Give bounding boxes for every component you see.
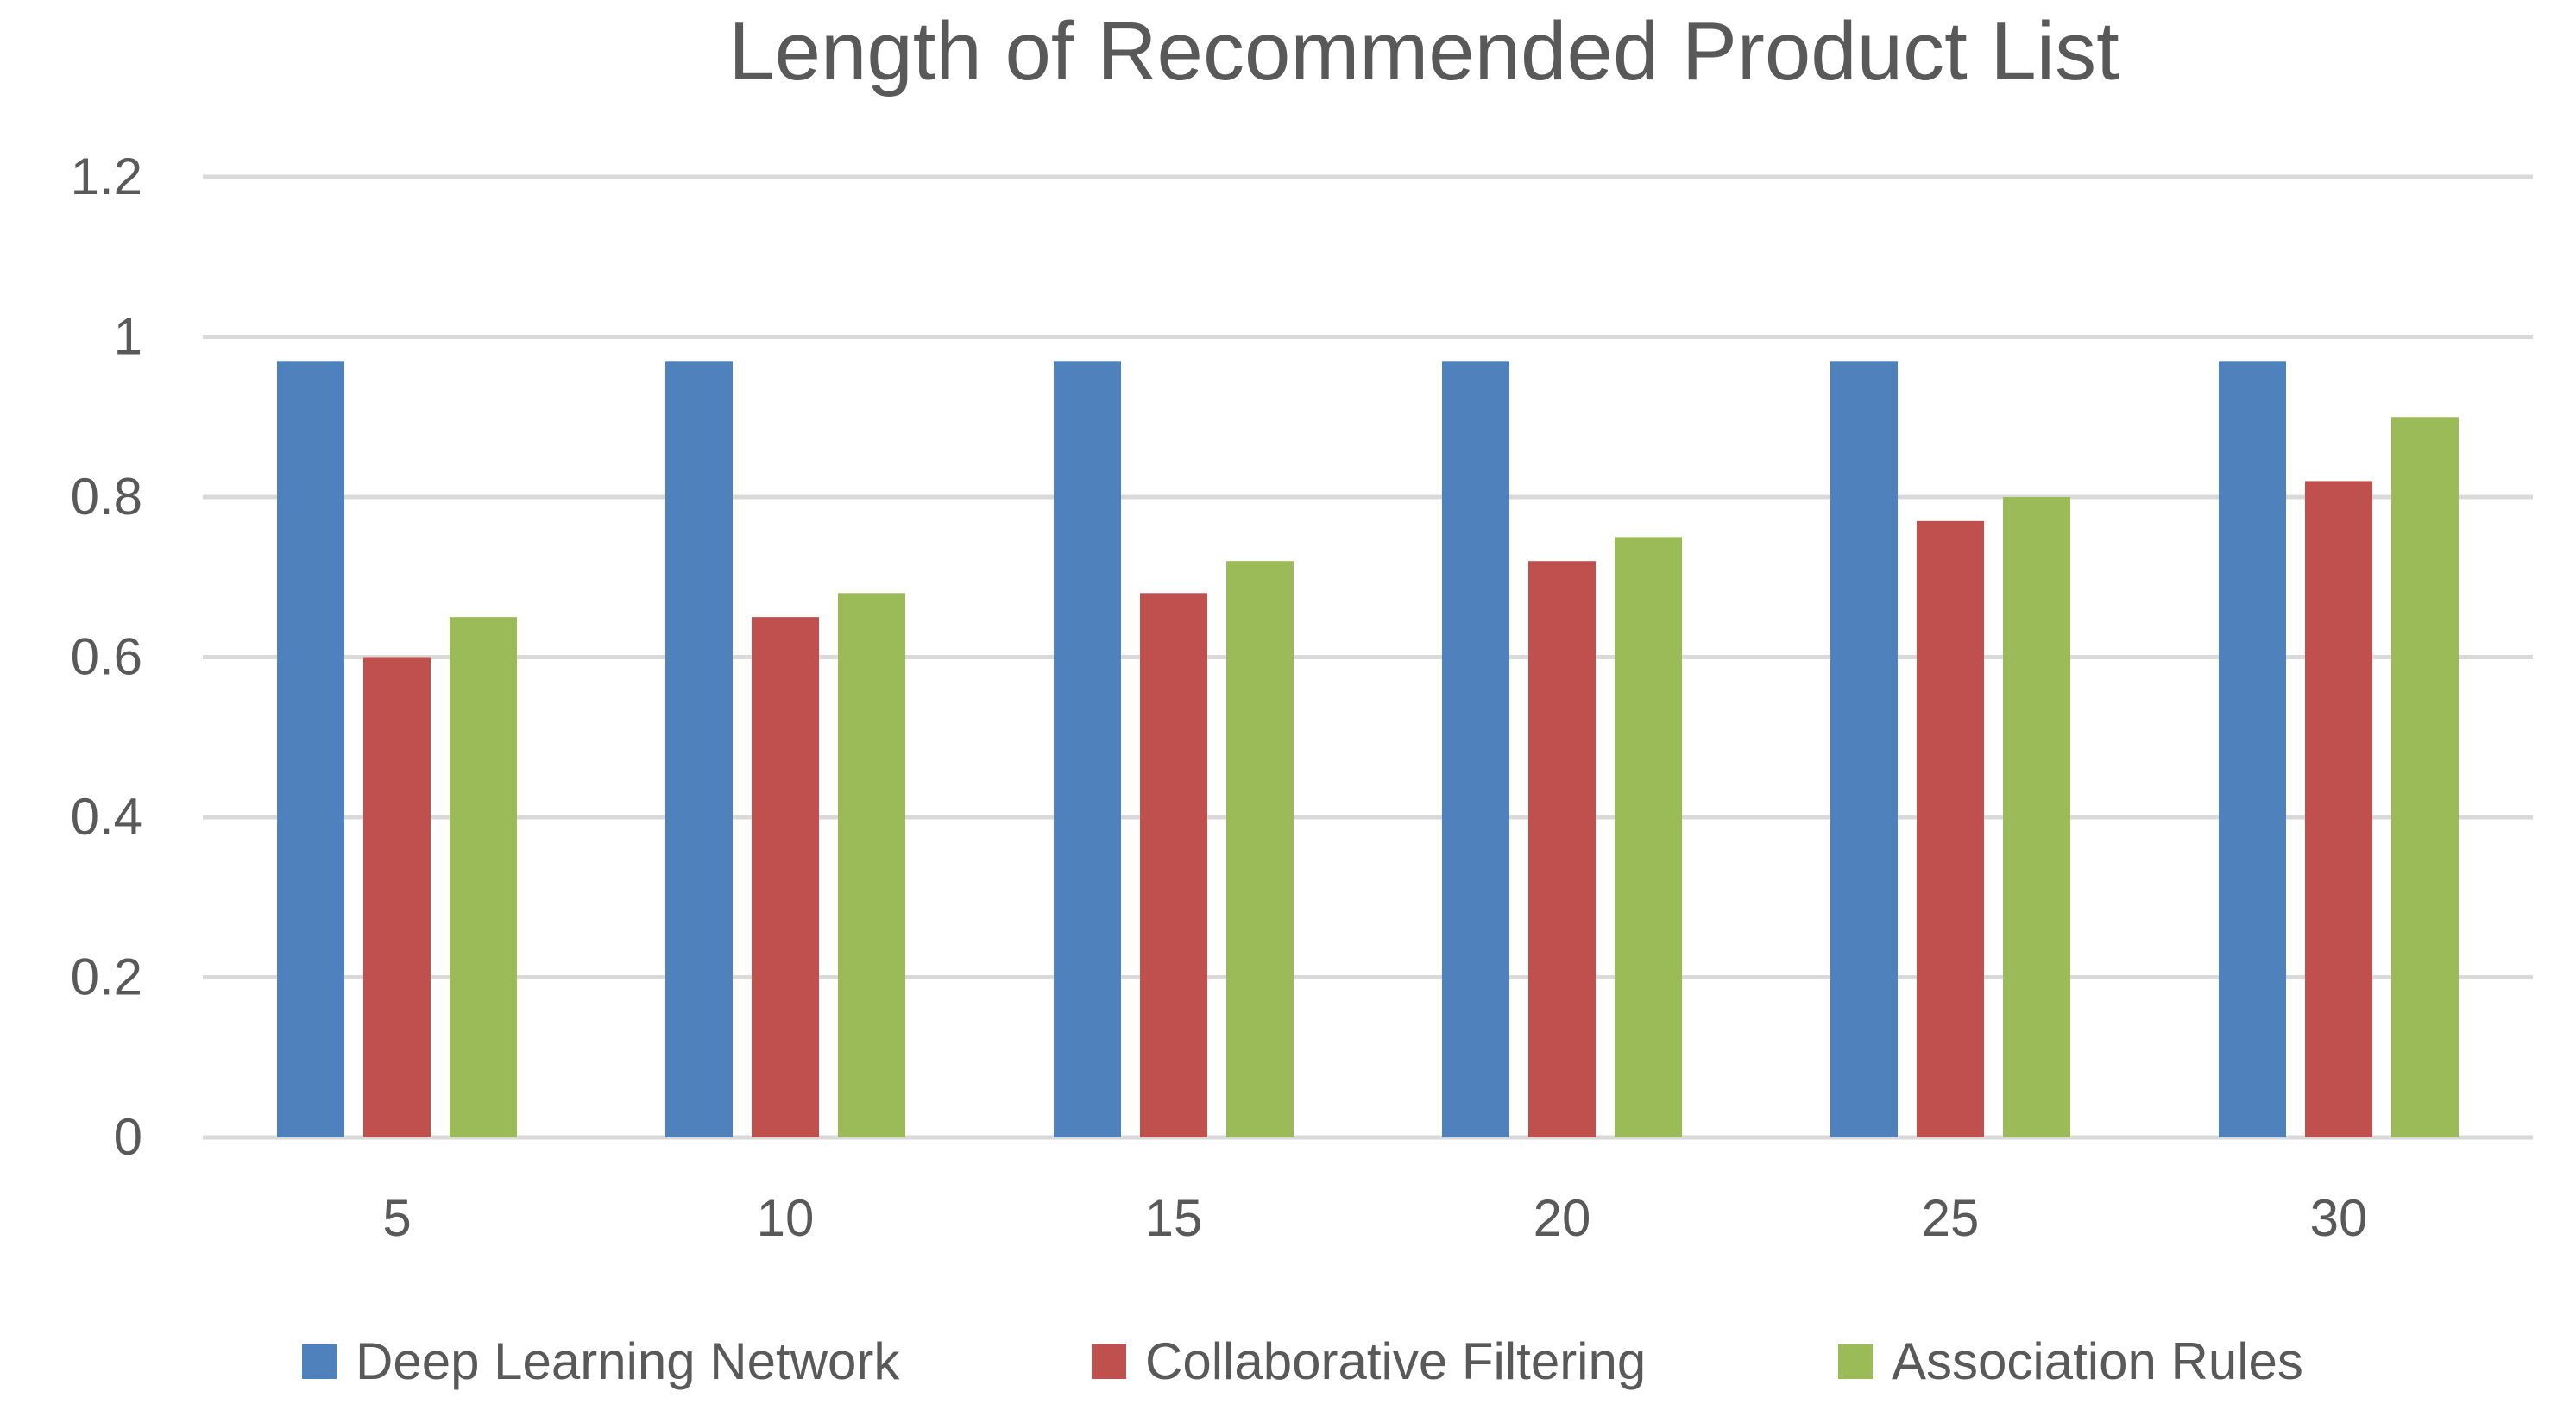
bar-collaborative-filtering-15 — [1140, 593, 1207, 1137]
bar-association-rules-15 — [1226, 561, 1294, 1137]
legend: Deep Learning Network Collaborative Filte… — [302, 1332, 2303, 1390]
bar-association-rules-10 — [838, 593, 905, 1137]
bars — [277, 361, 2459, 1137]
bar-association-rules-30 — [2391, 417, 2459, 1137]
bar-collaborative-filtering-10 — [752, 617, 819, 1137]
legend-swatch — [1838, 1344, 1873, 1379]
y-tick-label: 1 — [114, 308, 142, 366]
bar-association-rules-25 — [2003, 497, 2070, 1137]
y-tick-label: 1.2 — [71, 148, 142, 205]
x-tick-label: 15 — [1145, 1189, 1203, 1247]
bar-deep-learning-network-20 — [1442, 361, 1509, 1137]
bar-deep-learning-network-15 — [1054, 361, 1121, 1137]
y-tick-label: 0.2 — [71, 948, 142, 1006]
legend-swatch — [1092, 1344, 1126, 1379]
bar-collaborative-filtering-20 — [1528, 561, 1596, 1137]
gridlines — [203, 174, 2533, 1140]
bar-deep-learning-network-5 — [277, 361, 344, 1137]
bar-association-rules-20 — [1615, 537, 1682, 1137]
bar-deep-learning-network-25 — [1830, 361, 1898, 1137]
x-tick-label: 5 — [382, 1189, 411, 1247]
bar-collaborative-filtering-30 — [2305, 481, 2372, 1137]
y-tick-label: 0.6 — [71, 628, 142, 686]
x-tick-label: 20 — [1534, 1189, 1591, 1247]
legend-label: Association Rules — [1892, 1332, 2303, 1390]
x-axis-ticks: 5 10 15 20 25 30 — [382, 1189, 2367, 1247]
bar-deep-learning-network-30 — [2219, 361, 2286, 1137]
legend-swatch — [302, 1344, 337, 1379]
y-tick-label: 0.4 — [71, 788, 142, 846]
bar-collaborative-filtering-25 — [1917, 520, 1984, 1137]
x-tick-label: 10 — [757, 1189, 815, 1247]
legend-label: Collaborative Filtering — [1145, 1332, 1646, 1390]
bar-collaborative-filtering-5 — [363, 657, 431, 1137]
bar-association-rules-5 — [450, 617, 517, 1137]
y-tick-label: 0.8 — [71, 468, 142, 526]
legend-label: Deep Learning Network — [356, 1332, 900, 1390]
chart-title: Length of Recommended Product List — [728, 5, 2119, 98]
x-tick-label: 30 — [2310, 1189, 2368, 1247]
bar-deep-learning-network-10 — [665, 361, 733, 1137]
y-tick-label: 0 — [114, 1108, 142, 1166]
x-tick-label: 25 — [1922, 1189, 1980, 1247]
y-axis-ticks: 0 0.2 0.4 0.6 0.8 1 1.2 — [71, 148, 142, 1166]
